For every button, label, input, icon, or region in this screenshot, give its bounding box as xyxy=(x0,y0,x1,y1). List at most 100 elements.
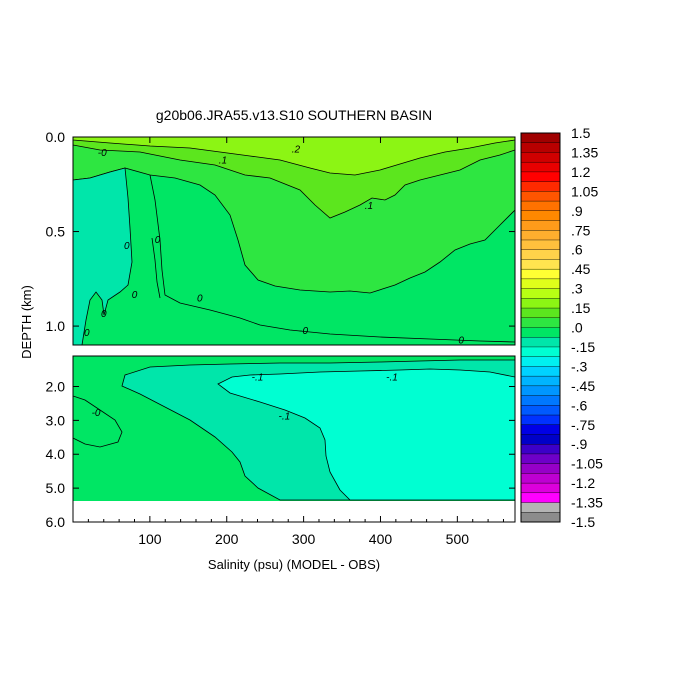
colorbar-swatch xyxy=(520,200,561,212)
upper-field xyxy=(73,137,515,345)
contour-label: 0 xyxy=(458,335,464,346)
colorbar-swatch xyxy=(520,424,561,435)
contour-label: 0 xyxy=(197,294,203,305)
colorbar-swatch xyxy=(520,473,561,484)
colorbar-label: 1.05 xyxy=(571,183,598,199)
colorbar-swatch xyxy=(520,298,561,309)
colorbar-swatch xyxy=(520,356,561,367)
lower-panel-frame xyxy=(72,355,516,523)
lower-region-west-bulge xyxy=(73,395,123,448)
lower-contour-labels: -.1 -.1 -.1 -0 xyxy=(92,372,398,422)
contour-label: 0 xyxy=(132,290,138,301)
lower-region-negative-15-30 xyxy=(217,368,515,501)
y-axis-label: DEPTH (km) xyxy=(19,285,34,359)
contour-label: -0 xyxy=(299,326,308,337)
colorbar-swatch xyxy=(520,152,561,163)
lower-missing-data xyxy=(73,501,515,522)
colorbar-label: 1.35 xyxy=(571,144,598,160)
colorbar-label: -.75 xyxy=(571,417,595,433)
colorbar-swatch xyxy=(520,191,561,202)
colorbar-label: 1.2 xyxy=(571,164,591,180)
x-tick-label: 300 xyxy=(292,531,316,547)
colorbar-label: -.45 xyxy=(571,378,595,394)
x-tick-label: 400 xyxy=(369,531,393,547)
lower-y-axis-ticks: 2.0 3.0 4.0 5.0 6.0 xyxy=(46,378,515,530)
contour-label: .2 xyxy=(292,144,301,155)
upper-contour-zero-east xyxy=(149,174,515,343)
colorbar-swatch xyxy=(520,220,561,231)
chart-title: g20b06.JRA55.v13.S10 SOUTHERN BASIN xyxy=(156,107,432,123)
colorbar-swatch xyxy=(520,249,561,260)
colorbar-frame xyxy=(520,132,561,523)
colorbar-swatch xyxy=(520,317,561,328)
colorbar-swatch xyxy=(520,405,561,416)
y-tick-label: 0.5 xyxy=(46,224,66,240)
colorbar-label: -1.35 xyxy=(571,495,603,511)
contour-label: 0 xyxy=(124,241,130,252)
lower-field xyxy=(73,356,515,522)
colorbar-label: .9 xyxy=(571,203,583,219)
colorbar-label: .6 xyxy=(571,242,583,258)
contour-label: -.1 xyxy=(279,411,291,422)
contour-label: 0 xyxy=(84,328,90,339)
colorbar-swatch xyxy=(520,171,561,183)
colorbar-swatch xyxy=(520,259,561,270)
colorbar-swatch xyxy=(520,161,561,173)
contour-label: -0 xyxy=(92,408,101,419)
colorbar-label: 1.5 xyxy=(571,125,591,141)
colorbar-label: -1.05 xyxy=(571,456,603,472)
contour-label: .1 xyxy=(365,201,373,212)
colorbar-swatch xyxy=(520,444,561,455)
contour-label: -.1 xyxy=(252,372,264,383)
upper-contour-zero-spike xyxy=(151,237,161,299)
colorbar-swatch xyxy=(520,366,561,377)
x-tick-label: 200 xyxy=(215,531,239,547)
contour-label: 0 xyxy=(101,309,107,320)
colorbar-label: .15 xyxy=(571,300,591,316)
colorbar-swatch xyxy=(520,482,561,494)
colorbar-swatch xyxy=(520,375,561,387)
colorbar-label: -.15 xyxy=(571,339,595,355)
colorbar-swatch xyxy=(520,268,561,280)
contour-label: -.1 xyxy=(386,372,398,383)
colorbar-swatch xyxy=(520,434,561,445)
y-tick-label: 5.0 xyxy=(46,480,66,496)
upper-panel-frame xyxy=(72,136,516,346)
colorbar-swatch xyxy=(520,502,561,513)
colorbar-swatch xyxy=(520,230,561,241)
x-axis-label: Salinity (psu) (MODEL - OBS) xyxy=(208,557,380,572)
y-tick-label: 3.0 xyxy=(46,412,66,428)
colorbar-label: .45 xyxy=(571,261,591,277)
colorbar-swatch xyxy=(520,463,561,474)
colorbar-label: -.3 xyxy=(571,358,588,374)
colorbar-swatch xyxy=(520,337,561,348)
upper-y-axis-ticks: 0.0 0.5 1.0 xyxy=(46,129,515,334)
colorbar-swatch xyxy=(520,492,561,504)
colorbar-label: -1.5 xyxy=(571,514,595,530)
colorbar-swatch xyxy=(520,327,561,338)
contour-label: -0 xyxy=(98,148,107,159)
x-tick-label: 100 xyxy=(138,531,162,547)
colorbar-swatch xyxy=(520,307,561,319)
colorbar-swatch xyxy=(520,395,561,406)
upper-region-positive-30-45 xyxy=(73,137,515,176)
colorbar-swatch xyxy=(520,132,561,144)
colorbar-swatch xyxy=(520,210,561,222)
lower-panel: -.1 -.1 -.1 -0 2.0 3.0 4.0 5.0 6.0 xyxy=(46,355,516,530)
colorbar-swatch xyxy=(520,181,561,192)
colorbar-swatch xyxy=(520,288,561,299)
x-tick-label: 500 xyxy=(446,531,470,547)
colorbar-label: .3 xyxy=(571,281,583,297)
colorbar: 1.5 1.35 1.2 1.05 .9 .75 .6 .45 .3 .15 .0 -.15 -.3 -.… xyxy=(520,125,603,530)
colorbar-label: -.9 xyxy=(571,436,588,452)
colorbar-label: -1.2 xyxy=(571,475,595,491)
colorbar-swatch xyxy=(520,278,561,290)
colorbar-swatch xyxy=(520,142,561,153)
colorbar-label: .0 xyxy=(571,320,583,336)
colorbar-label: .75 xyxy=(571,222,591,238)
y-tick-label: 6.0 xyxy=(46,514,66,530)
colorbar-swatch xyxy=(520,512,561,523)
